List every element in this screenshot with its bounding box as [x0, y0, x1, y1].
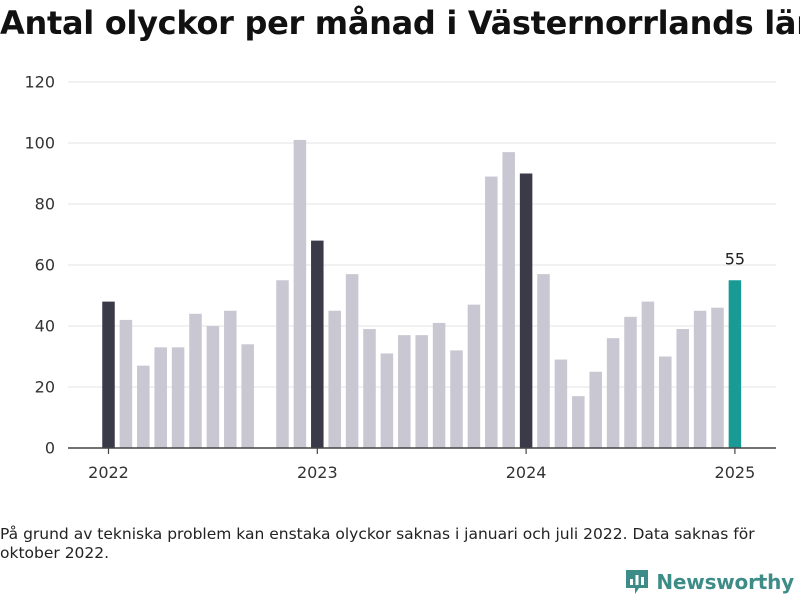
bar-2022-02 — [119, 319, 133, 448]
bars — [102, 139, 742, 449]
bar-2023-08 — [432, 322, 446, 448]
bar-2022-01 — [102, 301, 115, 448]
bar-2023-05 — [380, 353, 394, 448]
data-labels: 55 — [725, 249, 745, 268]
gridlines — [68, 81, 776, 388]
x-tick-label: 2025 — [715, 463, 756, 482]
y-tick-label: 20 — [35, 378, 55, 397]
x-tick-label: 2022 — [88, 463, 129, 482]
bar-2023-07 — [415, 335, 428, 448]
bar-2024-12 — [711, 307, 724, 448]
bar-2024-02 — [537, 274, 550, 448]
brand-logo: Newsworthy — [624, 568, 794, 596]
bar-2023-09 — [450, 350, 463, 448]
bar-2023-12 — [502, 152, 515, 448]
bar-2022-07 — [206, 326, 220, 448]
x-tick-label: 2023 — [297, 463, 338, 482]
y-tick-label: 120 — [24, 73, 55, 92]
bar-2022-06 — [189, 313, 202, 448]
y-tick-label: 60 — [35, 256, 55, 275]
bar-2024-07 — [624, 316, 637, 448]
footnote: På grund av tekniska problem kan enstaka… — [0, 525, 755, 562]
bar-2023-01 — [311, 240, 324, 448]
y-tick-label: 0 — [45, 439, 55, 458]
bar-2024-10 — [676, 329, 689, 448]
bar-2024-09 — [659, 356, 672, 448]
bar-2022-08 — [224, 310, 237, 448]
bar-chart-logo-icon — [626, 570, 649, 594]
bar-2023-06 — [398, 335, 411, 448]
bar-2022-11 — [276, 280, 289, 448]
x-tick-label: 2024 — [506, 463, 547, 482]
brand-name: Newsworthy — [656, 570, 794, 594]
y-tick-label: 80 — [35, 195, 55, 214]
bar-2023-04 — [363, 329, 376, 448]
bar-2023-03 — [345, 274, 359, 448]
bar-2024-01 — [519, 173, 533, 448]
bar-2022-04 — [154, 347, 167, 448]
bar-chart: 0 20 40 60 80 100 120 2022 2023 2024 2025 55 — [24, 73, 776, 482]
bar-2024-08 — [641, 301, 655, 448]
chart-title: Antal olyckor per månad i Västernorrland… — [0, 4, 800, 42]
bar-2022-12 — [293, 139, 307, 448]
bar-2024-11 — [693, 310, 707, 448]
y-tick-label: 100 — [24, 134, 55, 153]
axes: 0 20 40 60 80 100 120 2022 2023 2024 2025 — [24, 73, 776, 482]
bar-2022-09 — [241, 344, 254, 448]
bar-2023-02 — [328, 310, 341, 448]
bar-2023-11 — [485, 176, 498, 449]
bar-2022-05 — [171, 347, 185, 448]
latest-value-label: 55 — [725, 249, 745, 268]
bar-2022-03 — [137, 365, 150, 448]
bar-2024-04 — [572, 396, 585, 448]
bar-2024-06 — [606, 338, 620, 448]
bar-2023-10 — [467, 304, 481, 448]
bar-2024-03 — [554, 359, 568, 448]
y-tick-label: 40 — [35, 317, 55, 336]
bar-2025-01 — [728, 280, 742, 448]
bar-2024-05 — [589, 371, 602, 448]
